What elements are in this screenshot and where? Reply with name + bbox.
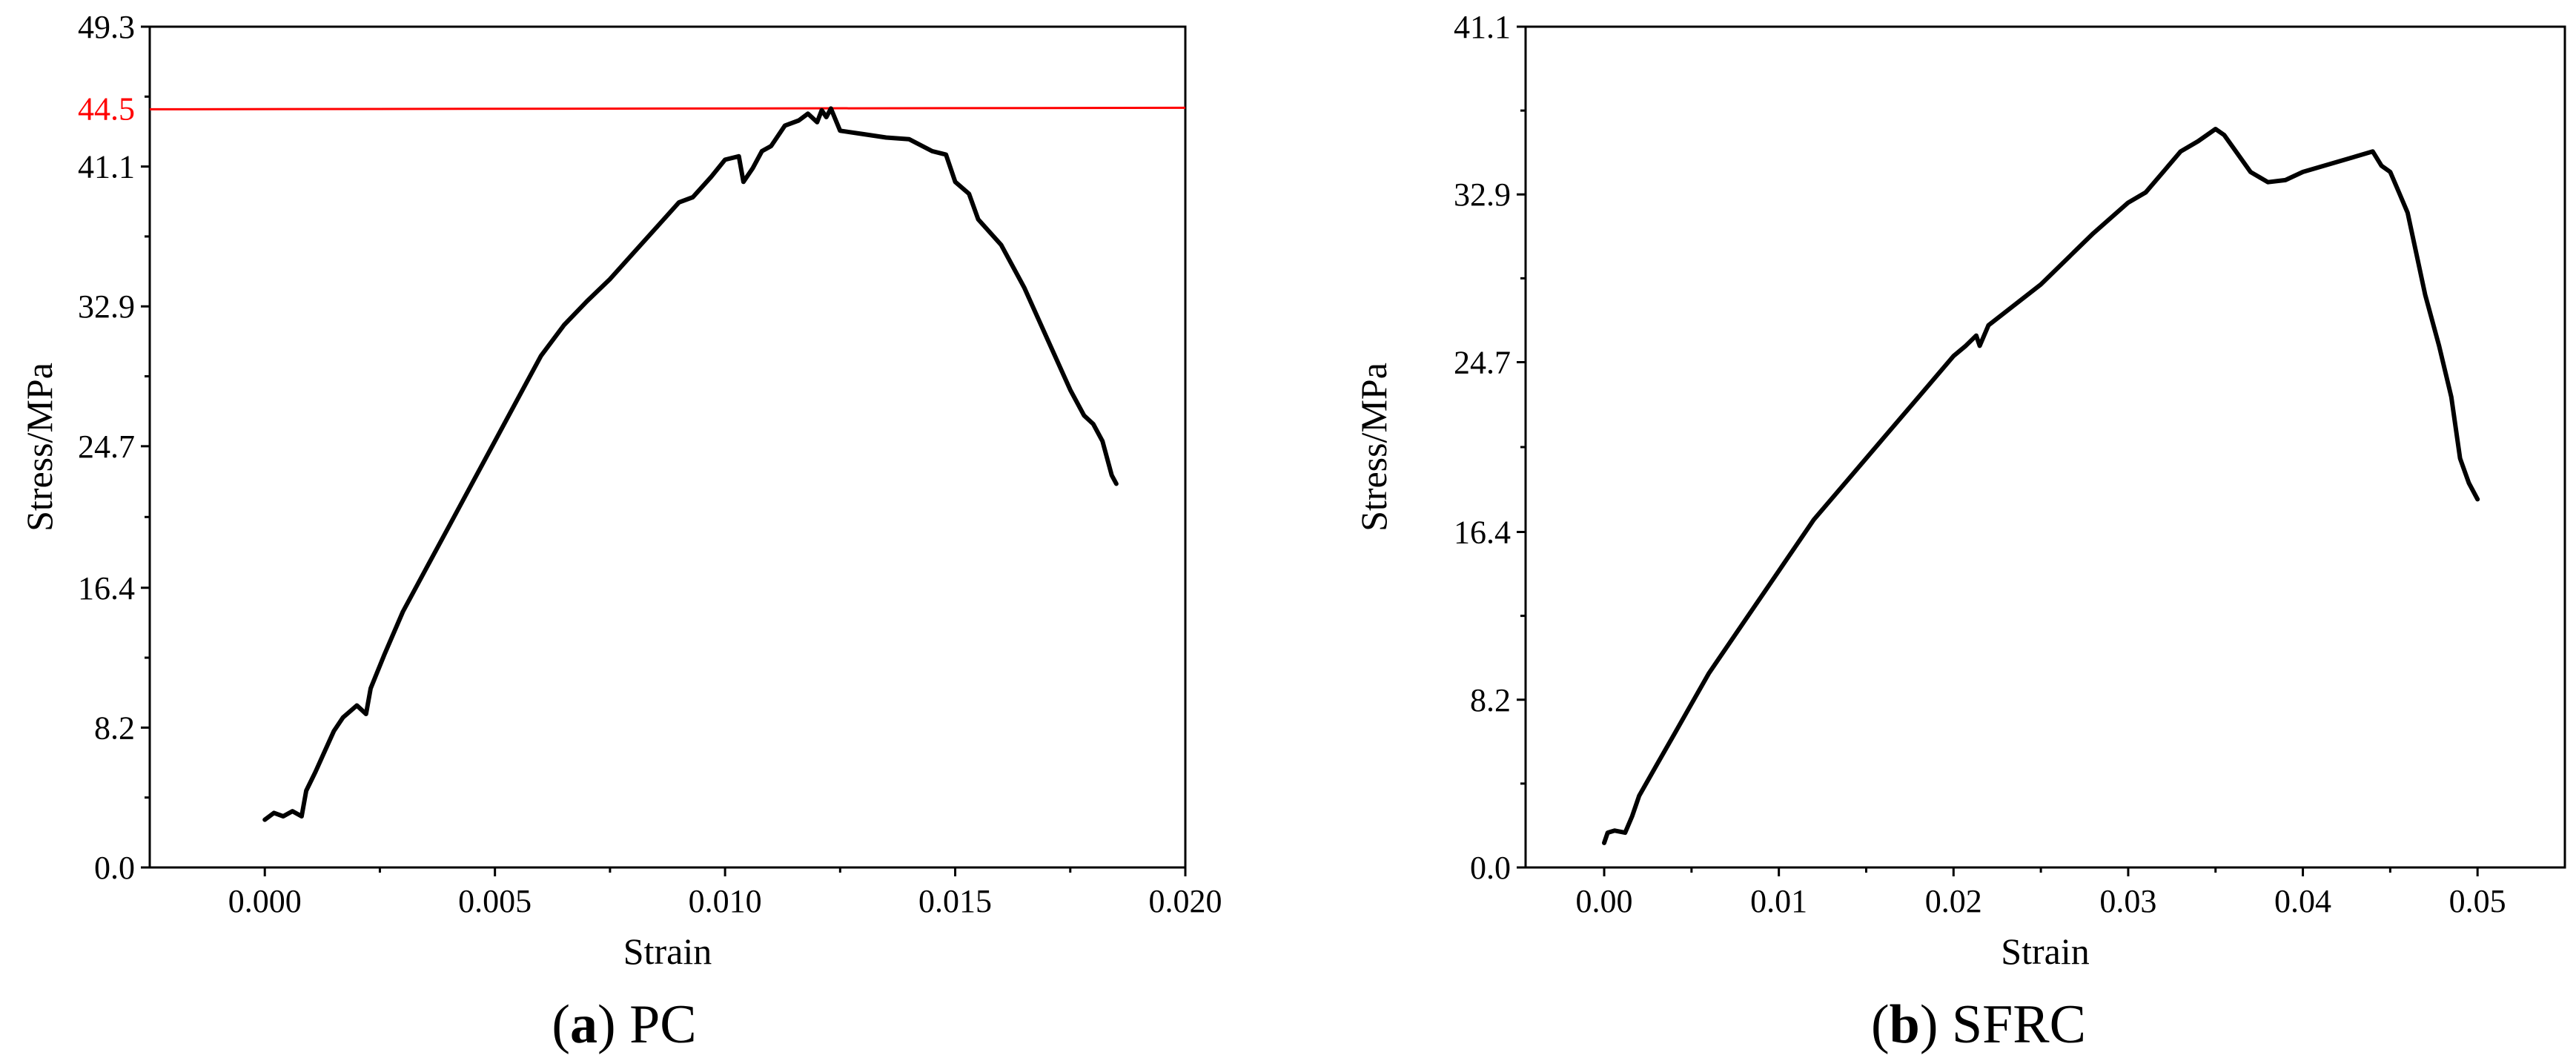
chart-a-ytick-label: 0.0	[94, 850, 135, 886]
chart-panel-a: 0.0 8.2 16.4 24.7 32.9 41.1 49.3 0.000 0.005 0.01…	[0, 0, 1282, 1058]
chart-a-reference-line	[149, 106, 1186, 110]
chart-a-xtick-label: 0.000	[228, 883, 302, 919]
chart-b-plot-frame	[1524, 25, 2566, 869]
chart-a-xlabel: Strain	[623, 930, 712, 972]
chart-a-xtick-label: 0.005	[458, 883, 532, 919]
chart-b-xtick-label: 0.04	[2274, 883, 2331, 919]
chart-b-xtick-label: 0.00	[1576, 883, 1633, 919]
chart-a: 0.0 8.2 16.4 24.7 32.9 41.1 49.3 0.000 0.005 0.01…	[19, 9, 1222, 972]
chart-b-ytick-label: 24.7	[1454, 344, 1511, 380]
chart-b-xtick-label: 0.05	[2449, 883, 2506, 919]
chart-b-ytick-label: 16.4	[1454, 515, 1511, 551]
chart-b-ylabel: Stress/MPa	[1353, 363, 1394, 532]
chart-b-xtick-label: 0.03	[2099, 883, 2156, 919]
caption-b-letter: b	[1889, 994, 1920, 1055]
chart-b-xtick-label: 0.02	[1925, 883, 1982, 919]
chart-a-ytick-label: 24.7	[78, 429, 135, 465]
chart-b-xtick-label: 0.01	[1750, 883, 1807, 919]
chart-b-ytick-label: 8.2	[1470, 682, 1511, 718]
chart-a-ylabel: Stress/MPa	[19, 363, 60, 532]
chart-a-ytick-label: 41.1	[78, 149, 135, 185]
chart-b-series-line-0	[1602, 127, 2480, 845]
chart-a-xtick-label: 0.015	[918, 883, 992, 919]
chart-a-plot-frame	[148, 25, 1187, 869]
caption-a: (a) PC	[552, 994, 697, 1055]
chart-b: 0.0 8.2 16.4 24.7 32.9 41.1 0.00 0.01 0.02 0.03 0.…	[1353, 9, 2566, 972]
chart-panel-b: 0.0 8.2 16.4 24.7 32.9 41.1 0.00 0.01 0.02 0.03 0.…	[1334, 0, 2576, 1058]
chart-b-xlabel: Strain	[2001, 930, 2089, 972]
caption-a-letter: a	[569, 994, 597, 1055]
chart-a-series-line-0	[262, 106, 1119, 822]
chart-a-xtick-label: 0.020	[1149, 883, 1222, 919]
chart-a-ytick-label: 16.4	[78, 570, 135, 606]
chart-a-ytick-label: 49.3	[78, 9, 135, 45]
caption-b: (b) SFRC	[1871, 994, 2086, 1055]
chart-a-reference-label: 44.5	[78, 90, 135, 127]
chart-a-ytick-label: 32.9	[78, 288, 135, 325]
chart-a-xtick-label: 0.010	[689, 883, 762, 919]
caption-a-text: PC	[629, 994, 697, 1055]
chart-b-ytick-label: 41.1	[1454, 9, 1511, 45]
caption-b-text: SFRC	[1951, 994, 2086, 1055]
chart-a-ytick-label: 8.2	[94, 710, 135, 746]
chart-b-ytick-label: 32.9	[1454, 176, 1511, 213]
chart-b-ytick-label: 0.0	[1470, 850, 1511, 886]
